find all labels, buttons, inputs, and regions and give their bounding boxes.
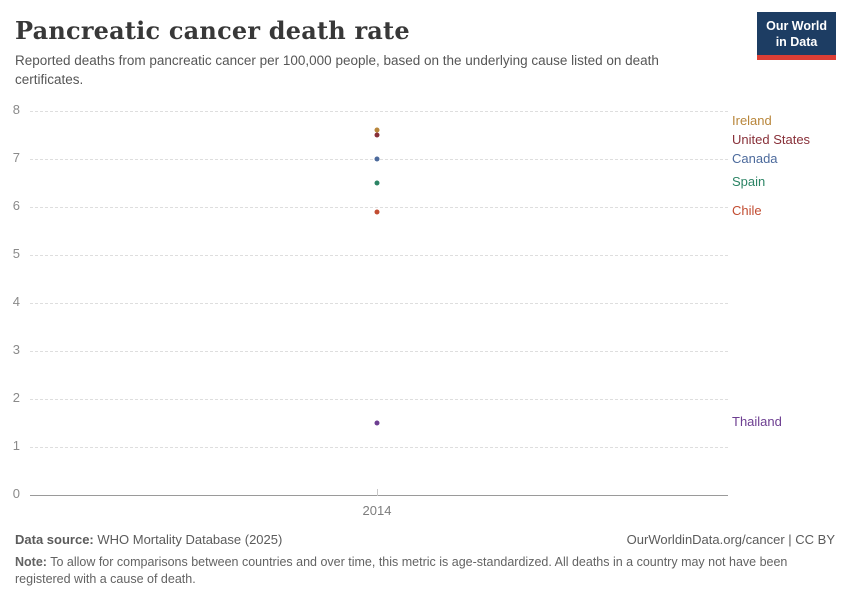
entity-label-canada[interactable]: Canada	[732, 151, 778, 167]
chart-footer: Data source: WHO Mortality Database (202…	[15, 532, 835, 588]
entity-label-chile[interactable]: Chile	[732, 202, 762, 218]
y-tick-label: 1	[12, 438, 20, 453]
y-tick-label: 4	[12, 294, 20, 309]
data-source: Data source: WHO Mortality Database (202…	[15, 532, 282, 547]
entity-label-united-states[interactable]: United States	[732, 132, 811, 148]
data-point-chile[interactable]	[374, 209, 380, 215]
chart-subtitle: Reported deaths from pancreatic cancer p…	[15, 53, 659, 87]
chart-title: Pancreatic cancer death rate	[15, 16, 410, 45]
y-tick-label: 3	[12, 342, 20, 357]
data-point-ireland[interactable]	[374, 127, 380, 133]
y-tick-label: 7	[12, 150, 20, 165]
entity-label-ireland[interactable]: Ireland	[732, 113, 772, 129]
gridline	[30, 399, 728, 400]
data-source-label: Data source:	[15, 532, 94, 547]
y-tick-label: 5	[12, 246, 20, 261]
y-tick-label: 2	[12, 390, 20, 405]
y-tick-label: 6	[12, 198, 20, 213]
entity-label-spain[interactable]: Spain	[732, 174, 766, 189]
y-tick-label: 0	[12, 486, 20, 501]
data-point-united-states[interactable]	[374, 132, 380, 138]
x-tick-label: 2014	[362, 503, 392, 518]
note-label: Note:	[15, 555, 47, 569]
gridline	[30, 303, 728, 304]
gridline	[30, 111, 728, 112]
x-tick-mark	[377, 489, 378, 496]
data-source-text: WHO Mortality Database (2025)	[93, 532, 283, 547]
x-axis-line	[30, 495, 728, 496]
owid-logo-line1: Our World	[766, 19, 827, 33]
data-point-thailand[interactable]	[374, 420, 380, 426]
gridline	[30, 351, 728, 352]
owid-logo-line2: in Data	[775, 34, 818, 49]
gridline	[30, 207, 728, 208]
y-tick-label: 8	[12, 102, 20, 117]
gridline	[30, 447, 728, 448]
entity-label-thailand[interactable]: Thailand	[732, 414, 782, 429]
license-link[interactable]: OurWorldinData.org/cancer | CC BY	[626, 532, 835, 547]
data-point-spain[interactable]	[374, 180, 380, 186]
chart-note: Note: To allow for comparisons between c…	[15, 554, 825, 588]
gridline	[30, 255, 728, 256]
owid-logo[interactable]: Our World in Data	[757, 12, 836, 61]
data-point-canada[interactable]	[374, 156, 380, 162]
note-text: To allow for comparisons between countri…	[15, 555, 788, 586]
